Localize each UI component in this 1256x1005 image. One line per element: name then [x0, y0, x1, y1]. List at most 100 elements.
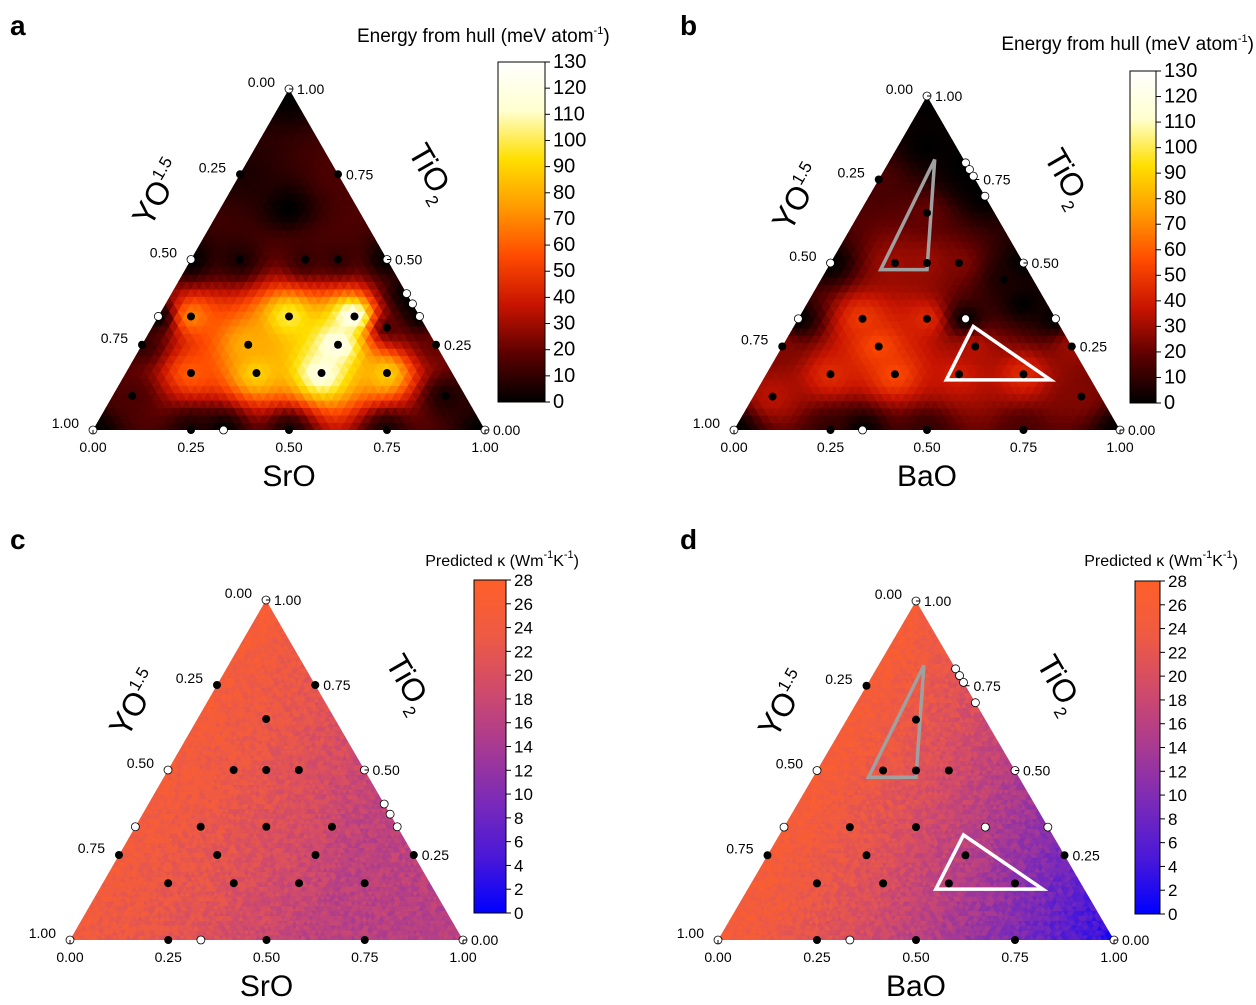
tick-label-right: 1.00 — [297, 81, 324, 97]
tick-label-left: 0.00 — [248, 74, 275, 90]
tick-label-right: 1.00 — [924, 593, 951, 609]
tick-label-bottom: 0.75 — [1001, 949, 1028, 965]
tick-label-bottom: 0.00 — [56, 949, 83, 965]
unstable-point — [862, 681, 871, 690]
colorbar-tick-label: 80 — [553, 182, 575, 204]
stable-point — [186, 255, 196, 264]
colorbar — [1129, 70, 1157, 404]
unstable-point — [229, 879, 238, 888]
region-triangle — [932, 832, 1049, 891]
unstable-point — [327, 822, 336, 831]
unstable-point — [187, 312, 195, 321]
axis-label-left: YO1.5 — [765, 158, 831, 237]
tick-label-left: 0.25 — [199, 159, 226, 175]
colorbar-tick-label: 16 — [514, 714, 533, 733]
tick-label-left: 0.50 — [776, 756, 803, 772]
colorbar-tick-label: 110 — [1164, 111, 1196, 133]
unstable-point — [262, 766, 271, 774]
unstable-point — [813, 879, 821, 888]
tick-label-bottom: 0.50 — [253, 949, 280, 965]
colorbar-tick-label: 0 — [1164, 392, 1175, 414]
tick-label-right: 1.00 — [274, 592, 301, 608]
tick-label-left: 0.50 — [127, 755, 154, 771]
stable-point — [826, 258, 835, 268]
tick-label-right: 0.25 — [422, 847, 449, 863]
unstable-point — [944, 879, 953, 888]
unstable-point — [334, 340, 342, 349]
tick-label-right: 0.50 — [1032, 255, 1059, 271]
unstable-point — [294, 766, 303, 774]
colorbar-tick-label: 24 — [514, 619, 533, 638]
panel-label: a — [10, 10, 26, 41]
tick-label-bottom: 1.00 — [1106, 439, 1133, 455]
colorbar-tick-label: 16 — [1168, 715, 1187, 734]
unstable-point — [879, 879, 888, 888]
tick-label-right: 0.75 — [983, 172, 1010, 188]
colorbar — [1134, 580, 1161, 915]
colorbar-tick-label: 130 — [553, 51, 586, 73]
colorbar-tick-label: 0 — [553, 391, 564, 413]
stable-point — [955, 671, 964, 680]
tick-label-bottom: 1.00 — [471, 439, 498, 455]
axis-label-bottom: BaO — [897, 460, 957, 493]
unstable-point — [890, 370, 899, 379]
unstable-point — [252, 369, 261, 378]
tick-label-bottom: 0.00 — [720, 439, 747, 455]
tick-label-bottom: 0.75 — [351, 949, 378, 965]
tick-label-left: 0.25 — [825, 671, 852, 687]
tick-label-left: 0.50 — [150, 245, 177, 261]
colorbar-tick-label: 0 — [514, 904, 523, 923]
stable-point — [402, 289, 412, 299]
unstable-point — [229, 766, 238, 774]
stable-point — [961, 158, 970, 168]
axis-label-bottom: BaO — [886, 970, 946, 1003]
colorbar-tick-label: 6 — [1168, 834, 1177, 853]
colorbar-tick-label: 110 — [553, 103, 585, 125]
tick-label-right: 0.00 — [1122, 932, 1149, 948]
stable-point — [812, 766, 822, 775]
stable-point — [793, 314, 803, 324]
stable-point — [415, 312, 424, 321]
unstable-point — [1077, 392, 1086, 401]
region-triangle — [943, 323, 1057, 382]
panel-label: c — [10, 524, 26, 555]
stable-point — [392, 822, 402, 832]
tick-label-left: 0.00 — [875, 586, 902, 602]
tick-label-left: 0.00 — [886, 81, 913, 97]
colorbar-tick-label: 90 — [553, 156, 575, 178]
axis-label-right: TiO2 — [396, 137, 462, 210]
unstable-point — [311, 851, 320, 859]
unstable-point — [128, 391, 137, 400]
tick-label-right: 0.50 — [395, 252, 422, 268]
colorbar — [473, 579, 507, 914]
tick-label-right: 0.00 — [471, 932, 498, 948]
panel-b: 0.00 0.25 0.50 0.75 1.00 1.00 0.75 0.50 0.25 0.00… — [680, 10, 1254, 493]
tick-label-left: 0.75 — [78, 840, 105, 856]
stable-point — [1051, 314, 1060, 324]
colorbar-tick-label: 18 — [514, 690, 533, 709]
colorbar-tick-label: 8 — [1168, 810, 1177, 829]
colorbar-tick-label: 40 — [1164, 290, 1186, 312]
colorbar-tick-label: 90 — [1164, 162, 1186, 184]
colorbar-tick-label: 6 — [514, 833, 523, 852]
unstable-point — [923, 208, 931, 217]
unstable-point — [1011, 879, 1019, 888]
tick-label-right: 1.00 — [935, 88, 962, 104]
stable-point — [163, 765, 173, 775]
axis-label-left: YO1.5 — [125, 153, 191, 232]
panel-label: d — [680, 524, 697, 555]
unstable-point — [295, 879, 304, 888]
unstable-point — [923, 314, 931, 323]
colorbar-tick-label: 80 — [1164, 188, 1186, 210]
stable-point — [379, 799, 389, 809]
colorbar-tick-label: 50 — [553, 260, 575, 282]
tick-label-bottom: 1.00 — [449, 949, 476, 965]
tick-label-bottom: 1.00 — [1100, 949, 1127, 965]
colorbar-title: Energy from hull (meV atom-1) — [1001, 33, 1254, 55]
unstable-point — [383, 323, 391, 332]
stable-point — [971, 698, 980, 708]
unstable-point — [955, 370, 964, 379]
tick-label-bottom: 0.00 — [704, 949, 731, 965]
unstable-point — [301, 255, 310, 264]
